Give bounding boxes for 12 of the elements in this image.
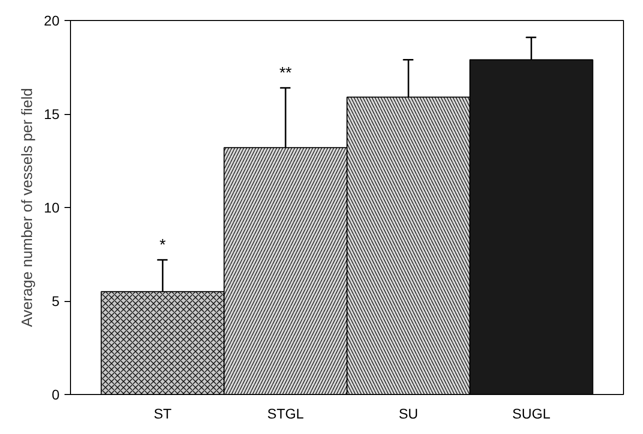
x-tick-label: SUGL [512,406,551,422]
x-tick-label: SU [398,406,418,422]
x-tick-label: STGL [267,406,304,422]
annotation: ** [279,64,292,82]
y-axis-title: Average number of vessels per field [18,88,36,328]
y-tick-label: 0 [52,386,60,402]
y-tick-label: 10 [44,200,60,216]
annotation: * [160,236,166,254]
y-tick-label: 15 [44,106,60,122]
y-tick-label: 20 [44,12,60,28]
y-tick-label: 5 [52,293,60,309]
x-tick-label: ST [154,406,172,422]
